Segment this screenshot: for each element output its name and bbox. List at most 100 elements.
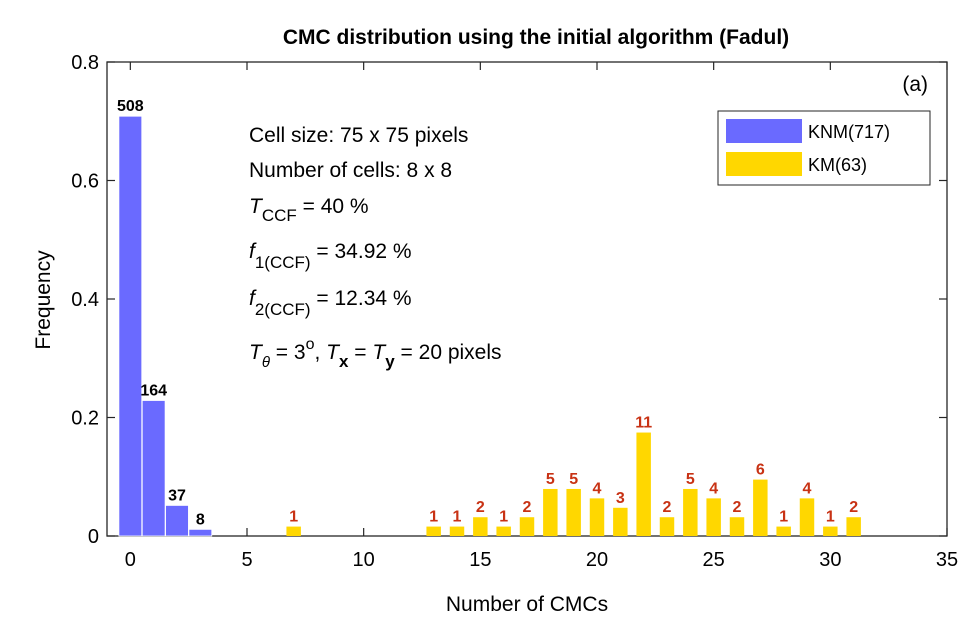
km-bar-count-label: 4	[803, 480, 812, 497]
threshold-separator: ,	[315, 341, 327, 364]
knm-bar	[188, 528, 213, 537]
km-bar	[286, 526, 301, 536]
x-tick-label: 0	[125, 549, 136, 571]
km-bar-count-label: 5	[546, 471, 555, 488]
annotation-tccf: TCCF = 40 %	[249, 195, 369, 225]
annotation-cell-size: Cell size: 75 x 75 pixels	[249, 124, 468, 147]
legend: KNM(717) KM(63)	[717, 110, 931, 186]
km-bar	[706, 498, 721, 536]
theta-subscript: θ	[262, 354, 270, 371]
x-tick-label: 5	[241, 549, 252, 571]
km-bar	[659, 517, 675, 536]
knm-bars	[118, 115, 213, 537]
x-tick-label: 30	[819, 549, 841, 571]
legend-label-knm: KNM(717)	[808, 122, 890, 142]
km-bar-count-label: 5	[686, 471, 695, 488]
t-y-symbol: T	[372, 341, 387, 364]
km-bar-count-label: 1	[826, 509, 835, 526]
chart-title: CMC distribution using the initial algor…	[283, 26, 789, 49]
km-bar	[753, 479, 768, 536]
km-bar	[729, 517, 745, 536]
km-bar	[776, 526, 791, 536]
km-bar	[519, 517, 535, 536]
x-tick-label: 35	[936, 549, 958, 571]
km-bar-count-label: 2	[663, 499, 672, 516]
km-bar	[636, 432, 651, 536]
f2-subscript: 2(CCF)	[255, 300, 311, 319]
f2-symbol: f	[249, 287, 257, 310]
f1-value: = 34.92 %	[311, 240, 412, 263]
f1-symbol: f	[249, 240, 257, 263]
f1-subscript: 1(CCF)	[255, 253, 311, 272]
x-tick-label: 25	[703, 549, 725, 571]
km-bar	[496, 526, 511, 536]
theta-equals: = 3	[270, 341, 306, 364]
km-bars	[286, 432, 861, 536]
knm-bar	[165, 505, 189, 537]
x-subscript: x	[339, 352, 349, 371]
y-tick-label: 0.6	[71, 171, 99, 193]
knm-bar	[141, 400, 166, 537]
km-bar-count-label: 2	[849, 499, 858, 516]
annotation-thresholds: Tθ = 3o, Tx = Ty = 20 pixels	[249, 336, 502, 371]
annotation-f1: f1(CCF) = 34.92 %	[249, 240, 412, 272]
km-bar-count-label: 1	[499, 509, 508, 526]
knm-bar-count-label: 37	[168, 487, 186, 504]
km-bar	[683, 488, 698, 536]
y-tick-label: 0	[88, 526, 99, 548]
km-bar-count-label: 1	[453, 509, 462, 526]
ty-value: = 20 pixels	[395, 341, 502, 364]
y-tick-label: 0.2	[71, 408, 99, 430]
tccf-subscript: CCF	[262, 206, 297, 225]
km-bar-count-label: 5	[569, 471, 578, 488]
knm-bar-count-label: 508	[117, 98, 144, 115]
knm-bar	[118, 115, 143, 537]
km-bar-count-label: 1	[779, 509, 788, 526]
x-tick-label: 10	[353, 549, 375, 571]
x-tick-label: 20	[586, 549, 608, 571]
t-theta-symbol: T	[249, 341, 264, 364]
km-bar-count-label: 11	[635, 415, 652, 432]
km-bar	[589, 498, 605, 536]
km-bar-count-label: 2	[476, 499, 485, 516]
km-bar-count-label: 4	[593, 480, 602, 497]
km-bar	[846, 517, 861, 536]
km-bar	[449, 526, 465, 536]
km-bar-count-label: 3	[616, 490, 625, 507]
legend-swatch-km	[726, 152, 802, 176]
km-bar-count-label: 6	[756, 462, 765, 479]
y-tick-label: 0.4	[71, 289, 99, 311]
km-bar	[799, 498, 815, 536]
km-bar-count-label: 1	[429, 509, 438, 526]
km-bar	[823, 526, 838, 536]
km-bar-count-label: 2	[733, 499, 742, 516]
y-subscript: y	[385, 352, 395, 371]
tx-equals: =	[348, 341, 372, 364]
knm-bar-count-label: 164	[140, 382, 167, 399]
legend-swatch-knm	[726, 119, 802, 143]
panel-label: (a)	[902, 73, 928, 96]
parameter-annotations: Cell size: 75 x 75 pixels Number of cell…	[249, 124, 502, 371]
annotation-num-cells: Number of cells: 8 x 8	[249, 159, 452, 182]
km-bar	[613, 507, 628, 536]
degree-superscript: o	[306, 336, 315, 353]
knm-bar-count-label: 8	[196, 511, 205, 528]
tccf-value: = 40 %	[297, 195, 369, 218]
y-tick-labels: 0 0.2 0.4 0.6 0.8	[71, 52, 99, 548]
x-tick-label: 15	[469, 549, 491, 571]
km-bar	[543, 488, 558, 536]
km-bar-count-label: 1	[289, 509, 298, 526]
annotation-f2: f2(CCF) = 12.34 %	[249, 287, 412, 319]
legend-label-km: KM(63)	[808, 155, 867, 175]
y-axis-label: Frequency	[32, 250, 55, 350]
tccf-symbol: T	[249, 195, 264, 218]
y-tick-label: 0.8	[71, 52, 99, 74]
km-bar-count-label: 4	[709, 480, 718, 497]
km-bar	[473, 517, 488, 536]
km-bar-count-label: 2	[523, 499, 532, 516]
t-x-symbol: T	[326, 341, 341, 364]
f2-value: = 12.34 %	[311, 287, 412, 310]
km-bar	[566, 488, 581, 536]
